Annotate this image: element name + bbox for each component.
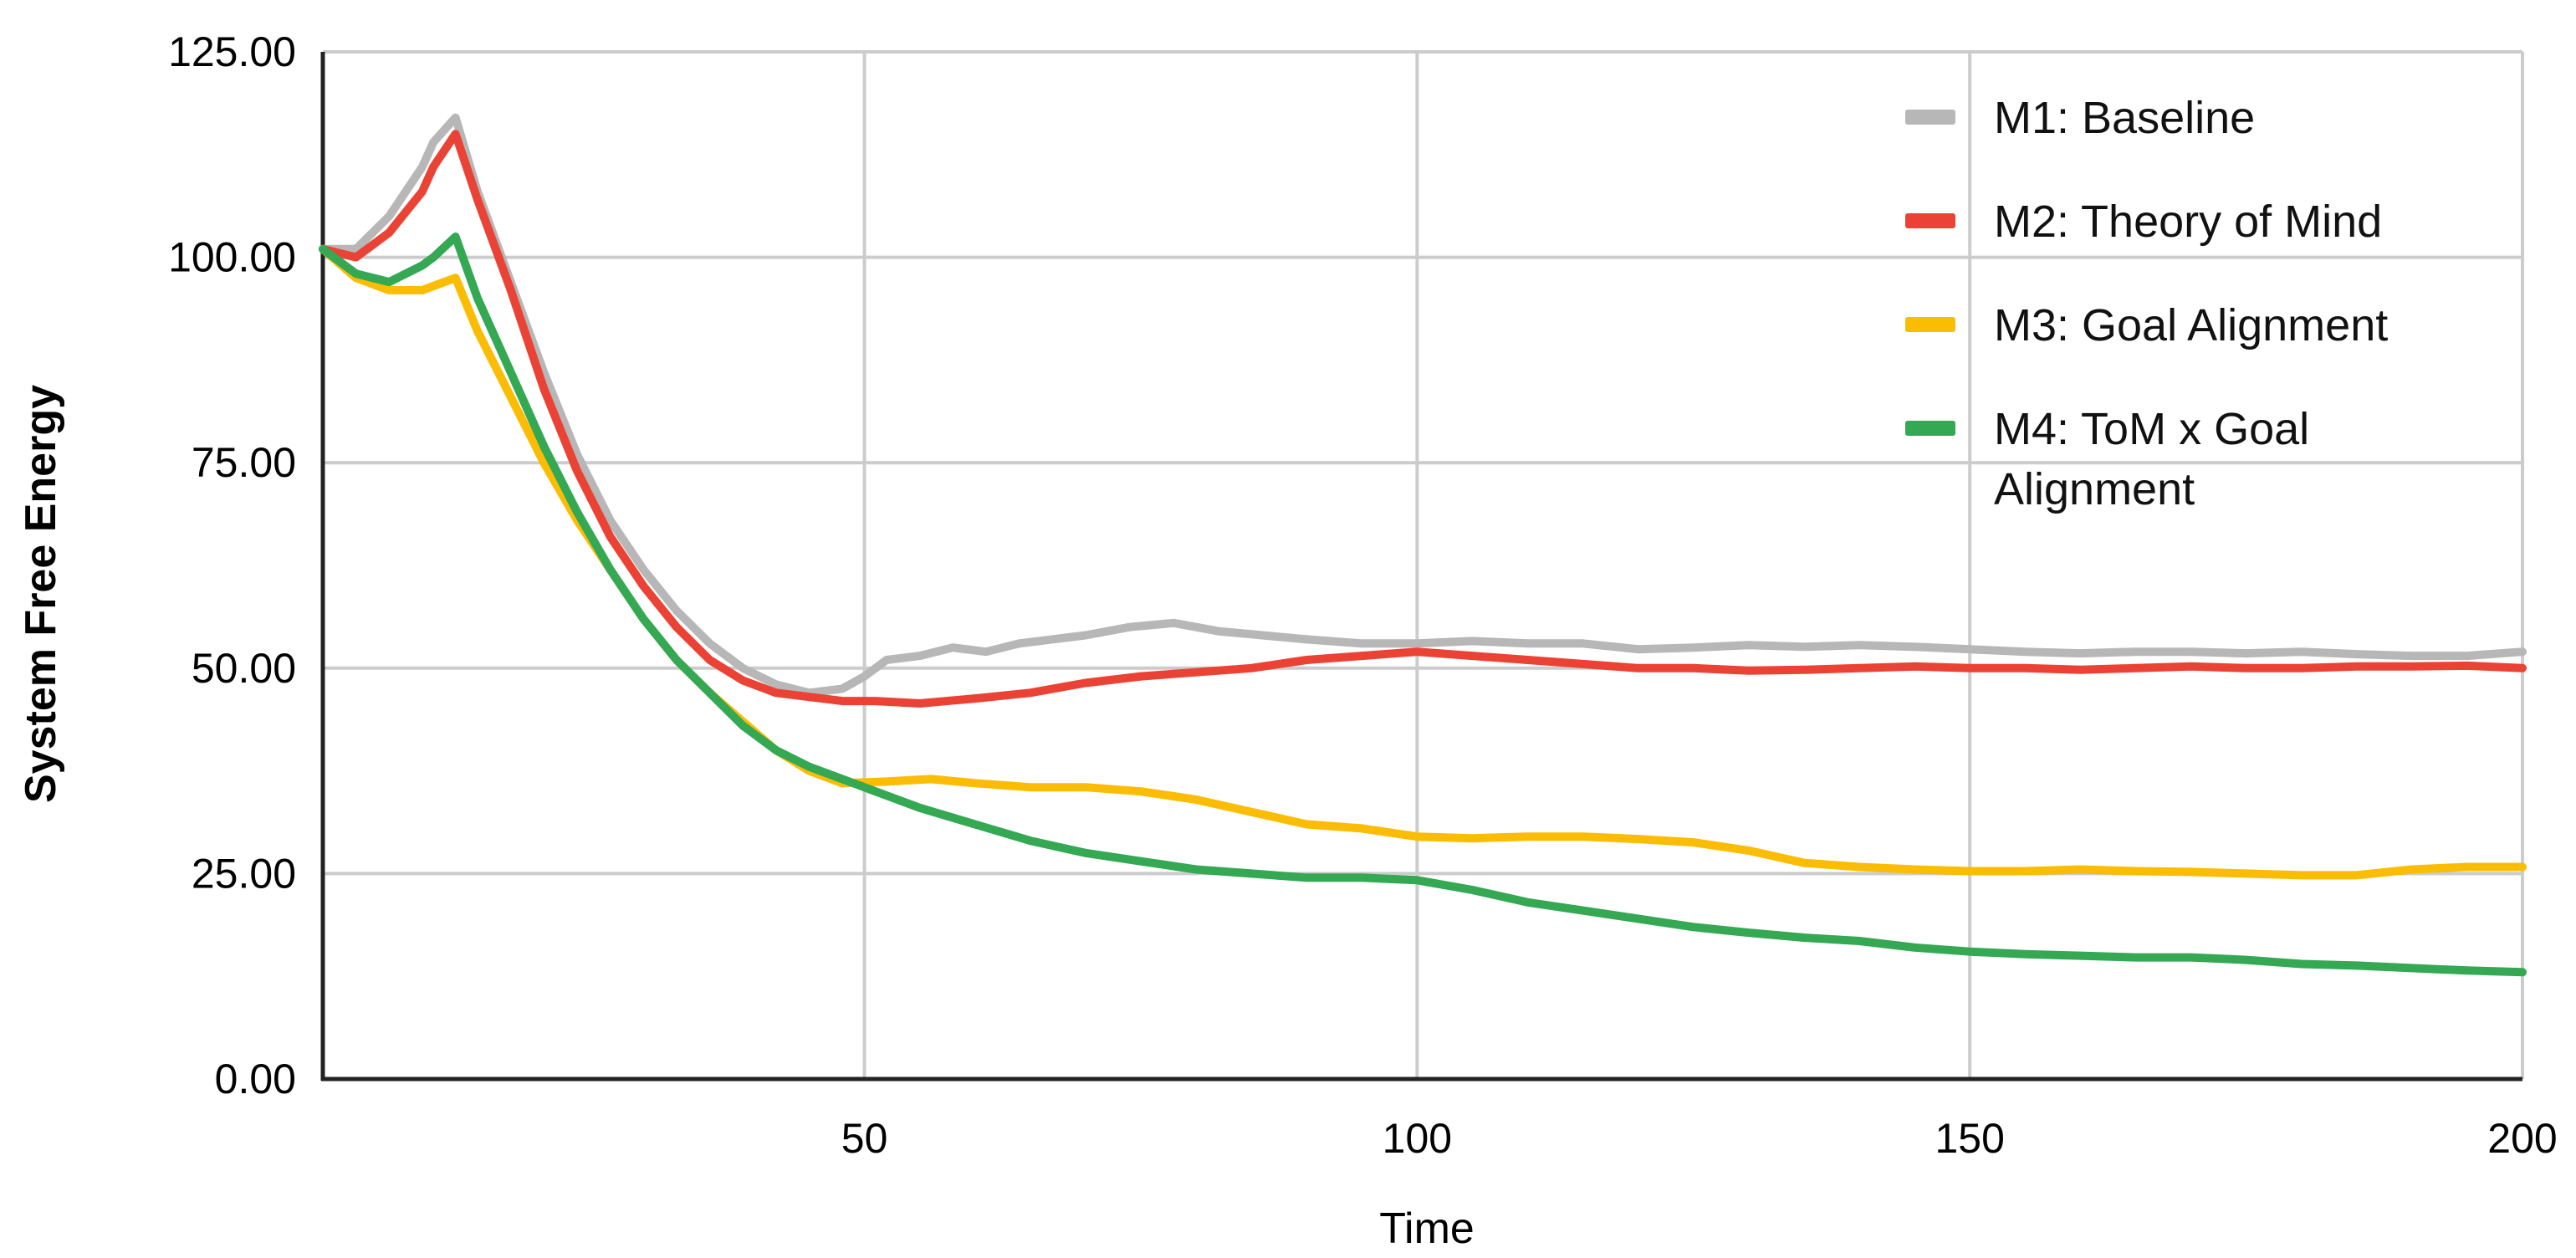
y-tick-label: 125.00: [168, 28, 296, 75]
y-tick-label: 50.00: [192, 645, 296, 692]
legend: M1: Baseline M2: Theory of Mind M3: Goal A…: [1905, 93, 2388, 514]
x-tick-label: 100: [1383, 1115, 1452, 1162]
axes: [320, 52, 2522, 1082]
series-layer: [319, 113, 2527, 977]
legend-label-3: M3: Goal Alignment: [1994, 300, 2388, 350]
y-tick-label: 25.00: [192, 850, 296, 897]
x-tick-label: 150: [1935, 1115, 2004, 1162]
y-tick-label: 0.00: [215, 1056, 296, 1102]
series-line-2: [319, 130, 2527, 708]
x-tick-label: 50: [841, 1115, 888, 1162]
y-tick-label: 100.00: [168, 234, 296, 281]
legend-swatch-4: [1905, 421, 1955, 436]
legend-swatch-1: [1905, 110, 1955, 125]
series-line-4: [319, 233, 2527, 977]
x-tick-label: 200: [2487, 1115, 2557, 1162]
series-line-1: [319, 113, 2527, 698]
legend-swatch-2: [1905, 213, 1955, 228]
y-tick-label: 75.00: [192, 439, 296, 486]
legend-label-1: M1: Baseline: [1994, 93, 2255, 143]
tick-labels: 0.00 25.00 50.00 75.00 100.00 125.00 50 100 150 2…: [168, 28, 2558, 1162]
legend-swatch-3: [1905, 317, 1955, 332]
legend-label-2: M2: Theory of Mind: [1994, 197, 2382, 247]
series-line-3: [319, 244, 2527, 880]
legend-label-4: Alignment: [1994, 464, 2195, 514]
x-axis-title: Time: [1379, 1204, 1475, 1253]
y-axis-title: System Free Energy: [17, 385, 65, 803]
legend-label-4: M4: ToM x Goal: [1994, 404, 2309, 454]
